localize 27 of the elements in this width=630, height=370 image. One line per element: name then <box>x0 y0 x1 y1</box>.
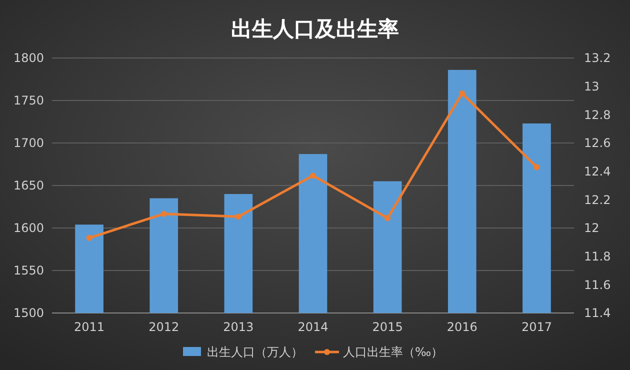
y2-tick-label: 13 <box>584 80 600 94</box>
y-tick-label: 1600 <box>13 221 44 236</box>
y2-tick-label: 12.8 <box>584 108 611 122</box>
x-tick-label: 2013 <box>223 320 254 334</box>
y-tick-label: 1700 <box>13 136 44 150</box>
y2-tick-label: 11.6 <box>584 278 611 292</box>
y-tick-label: 1650 <box>13 178 44 193</box>
x-tick-label: 2011 <box>74 320 105 334</box>
y2-tick-label: 12 <box>584 221 600 236</box>
y2-tick-label: 13.2 <box>584 51 611 66</box>
x-tick-label: 2015 <box>372 320 403 334</box>
y-tick-label: 1800 <box>13 51 44 66</box>
x-tick-label: 2014 <box>298 320 328 334</box>
y-tick-label: 1500 <box>13 306 44 320</box>
x-tick-label: 2012 <box>148 320 180 334</box>
legend-label: 出生人口（万人） <box>207 345 303 359</box>
y2-tick-label: 12.2 <box>584 192 611 207</box>
y-tick-label: 1750 <box>13 94 44 108</box>
legend-label: 人口出生率（‰） <box>343 345 444 359</box>
x-tick-label: 2017 <box>521 320 552 334</box>
y2-tick-label: 12.4 <box>584 164 611 179</box>
x-tick-label: 2016 <box>446 320 478 334</box>
y-tick-label: 1550 <box>13 264 44 278</box>
y2-tick-label: 11.8 <box>584 250 611 264</box>
y2-tick-label: 12.6 <box>584 136 611 150</box>
y2-tick-label: 11.4 <box>584 306 611 320</box>
chart-title: 出生人口及出生率 <box>231 17 399 41</box>
